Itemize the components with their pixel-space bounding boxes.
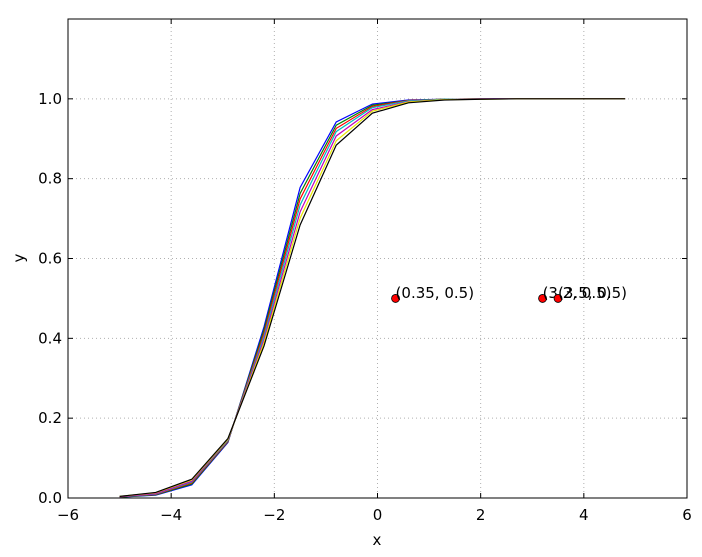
y-tick-label: 0.6 <box>38 250 62 268</box>
y-tick-label: 0.0 <box>38 489 62 507</box>
point <box>538 294 547 303</box>
x-tick-label: −4 <box>160 506 182 524</box>
x-tick-label: −2 <box>263 506 285 524</box>
x-tick-label: 6 <box>682 506 692 524</box>
y-tick-label: 0.2 <box>38 409 62 427</box>
x-tick-label: 4 <box>579 506 589 524</box>
x-tick-label: −6 <box>57 506 79 524</box>
y-tick-label: 0.8 <box>38 170 62 188</box>
line-series <box>119 98 626 497</box>
point-label: (0.35, 0.5) <box>396 284 475 302</box>
plot-frame <box>67 18 688 499</box>
point <box>553 294 563 303</box>
x-tick-label: 2 <box>476 506 486 524</box>
y-tick-label: 0.4 <box>38 329 62 347</box>
y-tick-label: 1.0 <box>38 90 62 108</box>
point <box>391 294 400 303</box>
y-axis-label: y <box>10 253 28 262</box>
x-tick-label: 0 <box>373 506 383 524</box>
x-axis-label: x <box>373 531 382 549</box>
point-label: (3.5, 0.5) <box>558 284 627 302</box>
